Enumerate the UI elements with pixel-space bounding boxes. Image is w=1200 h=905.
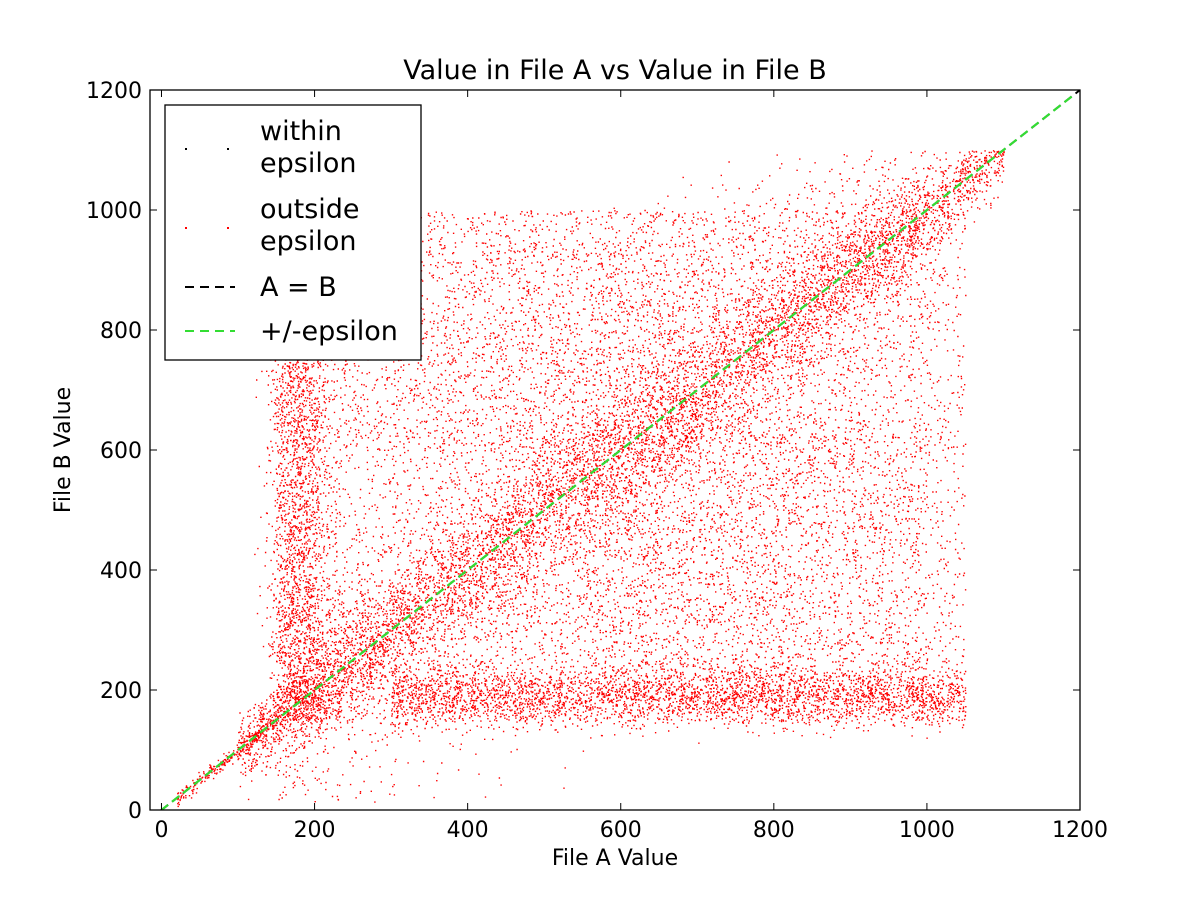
- x-tick-label: 0: [154, 818, 168, 843]
- x-tick-label: 200: [294, 818, 336, 843]
- x-tick-label: 800: [753, 818, 795, 843]
- legend-label: +/-epsilon: [260, 316, 398, 347]
- legend-label: outside: [260, 194, 360, 225]
- legend-label: epsilon: [260, 148, 356, 179]
- legend-marker: [185, 148, 187, 150]
- y-tick-label: 1200: [86, 79, 142, 104]
- legend-marker: [227, 148, 229, 150]
- y-axis-label: File B Value: [51, 387, 76, 513]
- legend-marker: [185, 227, 187, 229]
- legend-box: [164, 104, 422, 361]
- y-tick-label: 200: [100, 679, 142, 704]
- legend-entry: A = B: [185, 272, 337, 303]
- x-tick-label: 1000: [899, 818, 955, 843]
- x-tick-label: 400: [447, 818, 489, 843]
- reference-lines: [159, 90, 1080, 810]
- legend-label: within: [260, 116, 342, 147]
- legend-marker: [227, 227, 229, 229]
- y-tick-label: 600: [100, 439, 142, 464]
- y-tick-label: 0: [128, 799, 142, 824]
- x-axis-label: File A Value: [552, 846, 678, 871]
- legend-entry: +/-epsilon: [185, 316, 398, 347]
- y-tick-label: 1000: [86, 199, 142, 224]
- x-tick-label: 600: [600, 818, 642, 843]
- legend-label: A = B: [260, 272, 337, 303]
- axis-ticks: 0 200 400 600 800 1000 1200 0 200 400 600 800 1000 12…: [86, 79, 1108, 843]
- y-tick-label: 400: [100, 559, 142, 584]
- y-tick-label: 800: [100, 319, 142, 344]
- chart-title: Value in File A vs Value in File B: [403, 55, 827, 86]
- x-tick-label: 1200: [1052, 818, 1108, 843]
- legend-label: epsilon: [260, 226, 356, 257]
